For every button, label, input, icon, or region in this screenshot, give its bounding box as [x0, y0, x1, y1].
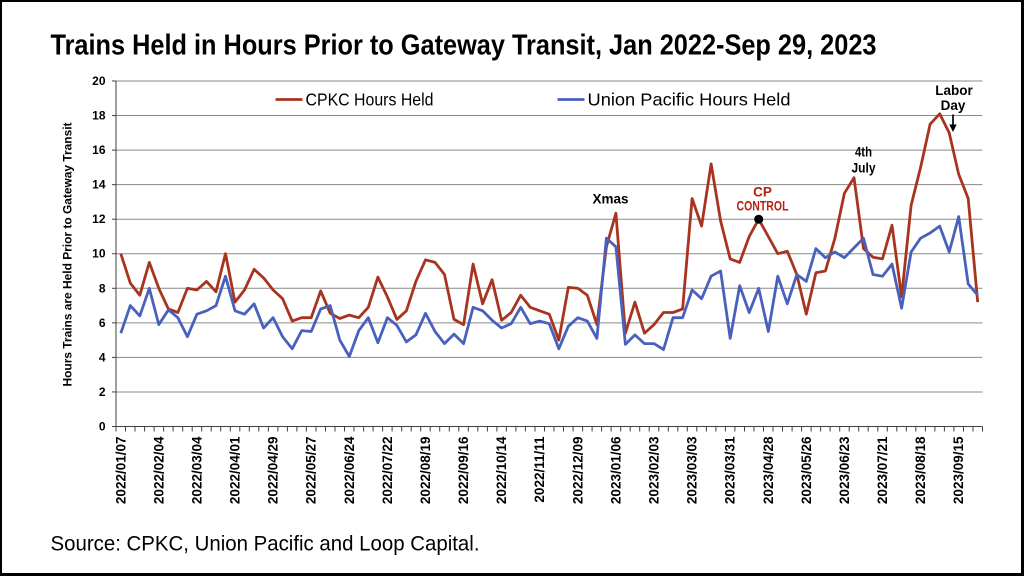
svg-text:2022/04/29: 2022/04/29: [266, 437, 281, 505]
svg-text:2023/08/18: 2023/08/18: [913, 436, 928, 504]
svg-text:Day: Day: [941, 98, 966, 113]
svg-text:2022/08/19: 2022/08/19: [418, 437, 433, 505]
svg-text:4th: 4th: [855, 145, 872, 160]
svg-text:10: 10: [92, 247, 106, 261]
svg-text:2022/06/24: 2022/06/24: [342, 436, 357, 504]
svg-text:CP: CP: [753, 185, 772, 200]
svg-text:2023/01/06: 2023/01/06: [608, 436, 623, 504]
svg-text:2023/07/21: 2023/07/21: [875, 436, 890, 504]
svg-text:4: 4: [99, 350, 106, 364]
svg-text:2023/03/31: 2023/03/31: [723, 436, 738, 504]
svg-text:12: 12: [92, 212, 106, 226]
svg-text:2022/05/27: 2022/05/27: [304, 437, 319, 505]
svg-text:2023/09/15: 2023/09/15: [951, 436, 966, 504]
svg-text:2022/10/14: 2022/10/14: [494, 436, 509, 504]
svg-text:0: 0: [99, 420, 106, 434]
svg-text:8: 8: [99, 281, 106, 295]
svg-text:2023/03/03: 2023/03/03: [685, 436, 700, 504]
svg-text:Union Pacific Hours Held: Union Pacific Hours Held: [588, 90, 791, 110]
svg-text:6: 6: [99, 316, 106, 330]
svg-text:July: July: [852, 161, 876, 176]
svg-text:2022/03/04: 2022/03/04: [189, 436, 204, 504]
svg-text:2022/02/04: 2022/02/04: [151, 436, 166, 504]
svg-text:CPKC Hours Held: CPKC Hours Held: [306, 90, 434, 110]
svg-text:Xmas: Xmas: [592, 192, 628, 207]
svg-text:2: 2: [99, 385, 106, 399]
svg-text:14: 14: [92, 178, 106, 192]
svg-text:2022/01/07: 2022/01/07: [113, 437, 128, 505]
svg-text:2022/09/16: 2022/09/16: [456, 436, 471, 504]
svg-text:2023/02/03: 2023/02/03: [647, 436, 662, 504]
svg-text:2023/05/26: 2023/05/26: [799, 436, 814, 504]
svg-text:2022/11/11: 2022/11/11: [532, 436, 547, 503]
svg-text:Trains Held in Hours Prior to: Trains Held in Hours Prior to Gateway Tr…: [51, 30, 877, 62]
svg-text:18: 18: [92, 109, 106, 123]
svg-text:16: 16: [92, 143, 106, 157]
svg-text:2023/04/28: 2023/04/28: [761, 436, 776, 504]
svg-text:Hours Trains are Held Prior to: Hours Trains are Held Prior to Gateway T…: [61, 123, 75, 387]
svg-text:Source: CPKC, Union Pacific an: Source: CPKC, Union Pacific and Loop Cap…: [51, 533, 480, 556]
svg-text:2022/04/01: 2022/04/01: [228, 436, 243, 504]
svg-text:2023/06/23: 2023/06/23: [837, 436, 852, 504]
svg-text:Labor: Labor: [935, 83, 973, 98]
svg-text:CONTROL: CONTROL: [737, 199, 789, 214]
svg-text:2022/07/22: 2022/07/22: [380, 437, 395, 505]
svg-text:20: 20: [92, 74, 106, 88]
svg-text:2022/12/09: 2022/12/09: [570, 437, 585, 505]
